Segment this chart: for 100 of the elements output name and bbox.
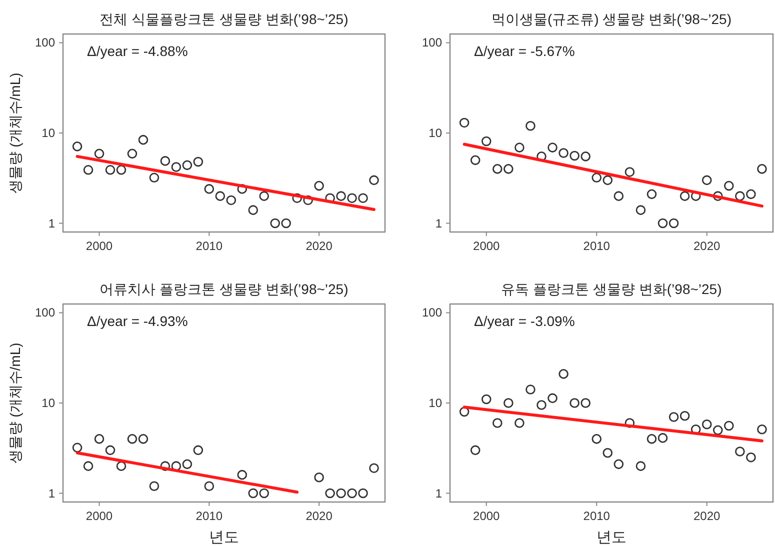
point — [248, 205, 258, 215]
point — [259, 488, 270, 498]
annotation: Δ/year = -5.67% — [474, 43, 575, 59]
point — [702, 175, 712, 186]
point — [592, 172, 602, 183]
point — [94, 434, 104, 444]
point — [314, 472, 324, 482]
annotation: Δ/year = -4.93% — [87, 313, 188, 329]
point — [702, 419, 712, 430]
point — [492, 164, 502, 174]
point — [83, 165, 94, 175]
point — [303, 195, 313, 206]
point — [624, 418, 635, 428]
point — [514, 142, 524, 152]
point — [160, 461, 170, 471]
y-tick-label: 1 — [435, 486, 442, 500]
point — [570, 398, 580, 408]
point — [259, 191, 270, 201]
x-tick-label: 2000 — [473, 239, 500, 253]
x-tick-label: 2020 — [306, 239, 333, 253]
point — [83, 461, 94, 471]
point — [602, 448, 613, 458]
y-tick-label: 100 — [34, 306, 56, 320]
point — [481, 394, 492, 404]
point — [336, 488, 346, 498]
point — [116, 461, 126, 471]
point — [602, 175, 613, 186]
point — [72, 142, 82, 152]
chart-title: 전체 식물플랑크톤 생물량 변화(’98~’25) — [100, 11, 348, 27]
point — [105, 445, 116, 456]
point — [492, 418, 502, 428]
point — [105, 165, 116, 175]
point — [358, 193, 368, 203]
point — [624, 167, 635, 177]
point — [668, 412, 679, 422]
point — [614, 191, 624, 201]
x-tick-label: 2020 — [306, 509, 333, 523]
point — [160, 156, 170, 166]
y-tick-label: 10 — [428, 396, 442, 410]
point — [281, 218, 291, 228]
point — [204, 481, 214, 492]
x-axis-title: 년도 — [596, 529, 626, 546]
point — [636, 461, 646, 471]
point — [658, 433, 668, 443]
x-tick-label: 2010 — [196, 239, 223, 253]
point — [558, 369, 568, 379]
point — [171, 162, 182, 172]
x-tick-label: 2010 — [583, 239, 610, 253]
point — [580, 398, 590, 408]
point — [138, 134, 148, 145]
x-tick-label: 2000 — [86, 239, 113, 253]
x-tick-label: 2000 — [86, 509, 113, 523]
point — [680, 191, 690, 201]
point — [459, 406, 470, 417]
point — [735, 191, 745, 201]
point — [614, 459, 624, 470]
point — [182, 459, 192, 470]
point — [193, 156, 204, 167]
point — [237, 470, 248, 480]
point — [347, 488, 357, 498]
x-tick-label: 2020 — [694, 239, 721, 253]
point — [314, 180, 324, 191]
point — [358, 488, 368, 498]
point — [470, 445, 480, 456]
point — [347, 193, 357, 203]
point — [646, 434, 657, 444]
point — [592, 434, 602, 444]
annotation: Δ/year = -3.09% — [474, 313, 575, 329]
point — [724, 180, 734, 191]
point — [138, 434, 148, 444]
point — [526, 120, 536, 131]
x-tick-label: 2000 — [473, 509, 500, 523]
chart-title: 어류치사 플랑크톤 생물량 변화(’98~’25) — [100, 281, 348, 297]
point — [548, 142, 558, 152]
y-tick-label: 1 — [435, 216, 442, 230]
point — [481, 136, 492, 146]
y-tick-label: 10 — [42, 126, 56, 140]
y-axis-title: 생물량 (개체수/mL) — [7, 342, 23, 464]
point — [270, 218, 280, 228]
x-tick-label: 2010 — [583, 509, 610, 523]
point — [149, 481, 160, 492]
point — [558, 148, 568, 158]
y-tick-label: 10 — [42, 396, 56, 410]
point — [127, 148, 138, 159]
point — [94, 148, 104, 159]
point — [724, 420, 734, 431]
point — [712, 191, 723, 201]
point — [504, 164, 514, 174]
point — [514, 418, 524, 428]
point — [171, 461, 182, 471]
y-tick-label: 100 — [34, 36, 56, 50]
point — [526, 384, 536, 394]
point — [668, 218, 679, 228]
point — [369, 463, 379, 473]
point — [658, 218, 668, 228]
y-tick-label: 1 — [48, 216, 56, 230]
point — [226, 195, 236, 206]
point — [536, 400, 546, 410]
point — [193, 445, 204, 456]
x-axis-title: 년도 — [209, 529, 239, 546]
